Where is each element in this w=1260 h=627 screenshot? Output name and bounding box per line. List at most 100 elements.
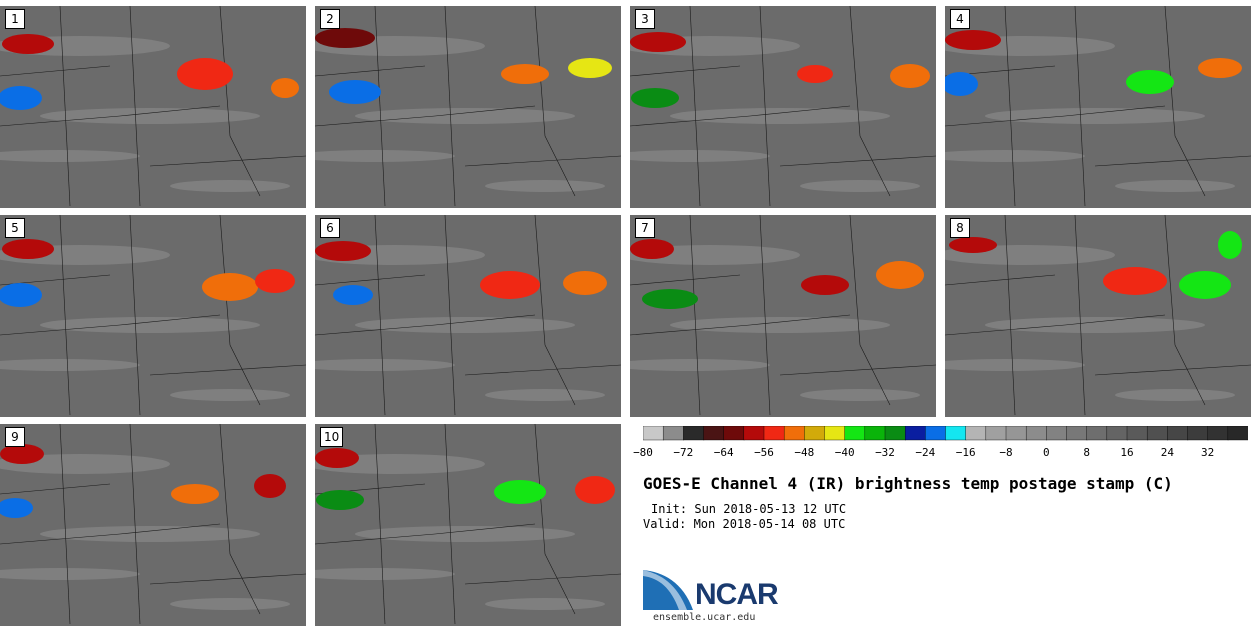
cloud-streak [670, 317, 890, 333]
cloud-streak [630, 359, 770, 371]
satellite-map [630, 6, 936, 207]
boundary-line [849, 215, 891, 406]
cloud-streak [800, 389, 920, 401]
cloud-top-region [480, 271, 540, 299]
boundary-line [849, 6, 891, 197]
cloud-top-region [315, 241, 371, 261]
ensemble-member-panel: 7 [630, 215, 936, 417]
ensemble-member-panel: 3 [630, 6, 936, 208]
cloud-streak [945, 150, 1085, 162]
cloud-top-region [1126, 70, 1174, 94]
boundary-line [59, 6, 71, 207]
boundary-line [779, 155, 936, 167]
cloud-top-region [1103, 267, 1167, 295]
cloud-top-region [2, 34, 54, 54]
boundary-line [315, 65, 426, 77]
boundary-line [534, 6, 576, 197]
cloud-streak [1115, 180, 1235, 192]
ncar-logo-text[interactable]: NCAR [695, 578, 779, 611]
colorbar-segment [884, 426, 906, 441]
satellite-map [0, 6, 306, 207]
cloud-top-region [0, 498, 33, 518]
colorbar-tick-label: −72 [673, 446, 694, 459]
colorbar-segment [985, 426, 1007, 441]
cloud-top-region [316, 490, 364, 510]
cloud-streak [40, 317, 260, 333]
colorbar-tick-label: −64 [713, 446, 734, 459]
ensemble-member-panel: 5 [0, 215, 306, 417]
colorbar-tick-label: 16 [1120, 446, 1134, 459]
boundary-line [534, 424, 576, 615]
colorbar-tick-label: −48 [794, 446, 815, 459]
boundary-line [0, 483, 111, 495]
boundary-line [129, 215, 141, 416]
colorbar-segment [1106, 426, 1128, 441]
ensemble-member-panel: 6 [315, 215, 621, 417]
boundary-line [149, 573, 306, 585]
cloud-streak [40, 108, 260, 124]
colorbar-segment [723, 426, 745, 441]
ensemble-member-panel: 9 [0, 424, 306, 626]
colorbar-segment [1207, 426, 1229, 441]
cloud-top-region [876, 261, 924, 289]
boundary-line [444, 6, 456, 207]
boundary-line [374, 215, 386, 416]
colorbar-tick-label: −16 [955, 446, 976, 459]
cloud-top-region [254, 474, 286, 498]
colorbar-segment [1086, 426, 1108, 441]
colorbar-tick-label: 32 [1201, 446, 1215, 459]
boundary-line [779, 364, 936, 376]
cloud-streak [315, 150, 455, 162]
cloud-top-region [329, 80, 381, 104]
cloud-top-region [563, 271, 607, 295]
satellite-map [630, 215, 936, 416]
cloud-top-region [177, 58, 233, 90]
boundary-line [630, 105, 851, 127]
boundary-line [219, 215, 261, 406]
boundary-line [534, 215, 576, 406]
colorbar-segment [643, 426, 664, 441]
boundary-line [464, 573, 621, 585]
boundary-line [149, 155, 306, 167]
satellite-map [945, 6, 1251, 207]
colorbar-tick-label: −80 [633, 446, 653, 459]
boundary-line [129, 424, 141, 625]
cloud-top-region [171, 484, 219, 504]
ncar-logo-icon[interactable] [643, 570, 793, 615]
cloud-streak [355, 108, 575, 124]
satellite-map [315, 215, 621, 416]
colorbar-segment [1146, 426, 1169, 441]
cloud-streak [0, 454, 170, 474]
colorbar-segment [945, 426, 967, 441]
ensemble-member-panel: 10 [315, 424, 621, 626]
cloud-streak [800, 180, 920, 192]
boundary-line [444, 424, 456, 625]
panel-number: 8 [950, 218, 970, 238]
panel-number: 3 [635, 9, 655, 29]
colorbar-tick-label: −56 [754, 446, 774, 459]
boundary-line [759, 215, 771, 416]
satellite-map [315, 6, 621, 207]
colorbar-segment [683, 426, 705, 441]
cloud-streak [40, 526, 260, 542]
cloud-streak [170, 389, 290, 401]
colorbar-segment [804, 426, 826, 441]
cloud-top-region [949, 237, 997, 253]
colorbar-segment [965, 426, 987, 441]
colorbar-segment [1187, 426, 1209, 441]
panel-number: 4 [950, 9, 970, 29]
cloud-streak [485, 389, 605, 401]
cloud-top-region [945, 72, 978, 96]
ensemble-url-link[interactable]: ensemble.ucar.edu [653, 612, 756, 623]
cloud-streak [630, 150, 770, 162]
colorbar-segment [1167, 426, 1189, 441]
boundary-line [689, 6, 701, 207]
boundary-line [1074, 215, 1086, 416]
colorbar-segment [925, 426, 947, 441]
cloud-streak [315, 568, 455, 580]
cloud-top-region [642, 289, 698, 309]
cloud-top-region [1179, 271, 1231, 299]
boundary-line [0, 523, 221, 545]
boundary-line [630, 65, 741, 77]
cloud-streak [485, 598, 605, 610]
